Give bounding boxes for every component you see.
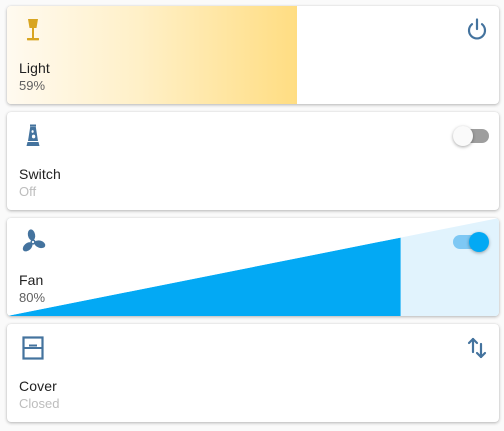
swap-vertical-icon[interactable] [463, 334, 491, 362]
fan-speed-graphic[interactable] [7, 218, 499, 316]
window-closed-icon [19, 334, 47, 362]
cover-name: Cover [19, 378, 57, 394]
floor-lamp-icon [19, 16, 47, 44]
fan-name: Fan [19, 272, 44, 288]
fan-toggle[interactable] [451, 230, 489, 254]
fan-icon [19, 228, 47, 256]
lava-lamp-icon [19, 122, 47, 150]
fan-toggle-thumb [469, 232, 489, 252]
switch-toggle[interactable] [453, 124, 491, 148]
switch-state: Off [19, 184, 37, 199]
light-name: Light [19, 60, 50, 76]
fan-state: 80% [19, 290, 46, 305]
switch-card[interactable]: Switch Off [7, 112, 499, 210]
light-brightness-fill[interactable] [7, 6, 298, 104]
switch-toggle-thumb [453, 126, 473, 146]
switch-name: Switch [19, 166, 61, 182]
light-card[interactable]: Light 59% [7, 6, 499, 104]
cover-state: Closed [19, 396, 60, 411]
light-state: 59% [19, 78, 46, 93]
fan-card[interactable]: Fan 80% [7, 218, 499, 316]
power-icon[interactable] [463, 16, 491, 44]
cover-card[interactable]: Cover Closed [7, 324, 499, 422]
